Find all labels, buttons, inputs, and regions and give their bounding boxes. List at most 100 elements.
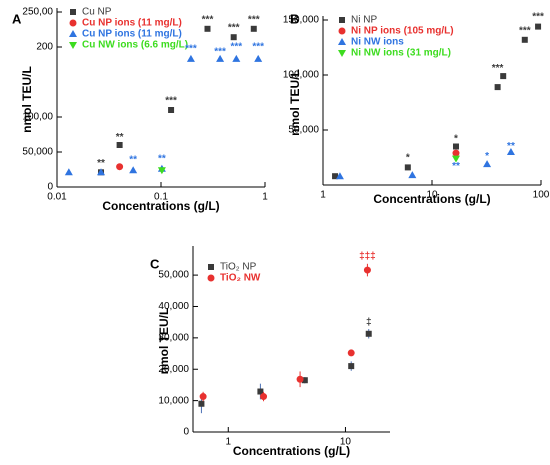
triangle-marker xyxy=(232,54,241,62)
legend-label: Cu NW ions (6.6 mg/L) xyxy=(82,40,188,51)
x-tick-label: 1 xyxy=(262,192,268,203)
panel-label: C xyxy=(150,256,160,271)
square-marker xyxy=(257,388,264,395)
triangle-marker xyxy=(483,160,492,168)
square-marker xyxy=(250,25,257,32)
square-marker xyxy=(494,84,501,91)
square-marker xyxy=(301,377,308,384)
annotation: * xyxy=(485,151,489,162)
square-marker xyxy=(168,107,175,113)
y-tick-label: 30,000 xyxy=(158,333,189,344)
x-axis-title: Concentrations (g/L) xyxy=(373,192,490,206)
y-tick-label: 100,000 xyxy=(283,70,320,81)
circle-marker xyxy=(199,393,207,401)
panel-label: A xyxy=(12,11,22,26)
triangle-marker xyxy=(64,168,73,176)
y-axis-title: nmol TEU/L xyxy=(288,69,302,136)
annotation: *** xyxy=(202,14,214,25)
y-tick-label: 250,00 xyxy=(22,7,53,18)
annotation: ** xyxy=(452,161,460,172)
annotation: *** xyxy=(185,44,197,55)
y-tick-label: 40,000 xyxy=(158,301,189,312)
square-marker xyxy=(332,173,339,180)
annotation: *** xyxy=(230,42,242,53)
y-tick-label: 50,000 xyxy=(22,147,53,158)
square-marker xyxy=(500,73,507,80)
annotation: ** xyxy=(129,154,137,165)
annotation: ** xyxy=(97,158,105,169)
y-tick-label: 50,000 xyxy=(158,270,189,281)
triangle-marker xyxy=(129,166,138,174)
y-tick-label: 20,000 xyxy=(158,364,189,375)
x-tick-label: 100 xyxy=(533,190,550,201)
triangle-marker xyxy=(97,168,106,176)
annotation: ** xyxy=(158,154,166,165)
square-marker xyxy=(365,330,372,337)
x-tick-label: 0.01 xyxy=(47,192,67,203)
circle-marker xyxy=(363,266,371,274)
triangle-marker xyxy=(506,148,515,155)
annotation: ‡‡‡ xyxy=(359,251,376,262)
annotation: ** xyxy=(507,141,515,152)
legend-marker xyxy=(338,27,346,35)
circle-marker xyxy=(347,349,355,357)
annotation: *** xyxy=(532,11,544,22)
legend-marker xyxy=(338,50,346,57)
circle-marker xyxy=(452,149,460,157)
y-axis-title: nmol TEU/L xyxy=(20,66,34,133)
legend-label: Ni NP ions (105 mg/L) xyxy=(351,26,454,37)
legend-label: TiO₂ NW xyxy=(220,273,261,284)
square-marker xyxy=(348,363,355,370)
legend-marker xyxy=(70,9,76,15)
panel-label: B xyxy=(290,11,299,26)
legend-marker xyxy=(69,42,77,49)
x-tick-label: 1 xyxy=(320,190,326,201)
annotation: *** xyxy=(492,63,504,74)
circle-marker xyxy=(296,375,304,383)
square-marker xyxy=(521,36,528,43)
legend-label: Ni NP xyxy=(351,15,377,26)
x-tick-label: 10 xyxy=(426,190,438,201)
annotation: *** xyxy=(519,26,531,37)
legend-marker xyxy=(338,38,346,45)
triangle-marker xyxy=(186,54,195,62)
square-marker xyxy=(230,34,237,41)
legend-marker xyxy=(208,264,214,270)
legend-label: Ni NW ions (31 mg/L) xyxy=(351,48,451,59)
y-tick-label: 200 xyxy=(36,42,53,53)
legend-label: TiO₂ NP xyxy=(220,262,257,273)
y-tick-label: 0 xyxy=(183,427,189,438)
annotation: *** xyxy=(252,42,264,53)
x-axis-title: Concentrations (g/L) xyxy=(102,199,219,213)
legend-marker xyxy=(69,30,77,37)
y-tick-label: 10,000 xyxy=(158,395,189,406)
triangle-marker xyxy=(408,171,417,179)
y-tick-label: 0 xyxy=(47,182,53,193)
annotation: *** xyxy=(248,14,260,25)
y-axis-title: nmol TEU/L xyxy=(157,308,171,375)
square-marker xyxy=(198,400,205,407)
annotation: *** xyxy=(228,23,240,34)
x-tick-label: 0.1 xyxy=(154,192,168,203)
triangle-marker xyxy=(254,54,263,62)
y-tick-label: 50,000 xyxy=(288,125,319,136)
annotation: * xyxy=(406,153,410,164)
legend-label: Cu NP ions (11 mg/L) xyxy=(82,29,182,40)
triangle-down-marker xyxy=(451,155,460,163)
x-tick-label: 10 xyxy=(340,437,352,448)
y-tick-label: 150,000 xyxy=(283,15,320,26)
x-tick-label: 1 xyxy=(225,437,231,448)
triangle-marker xyxy=(335,172,344,180)
annotation: ‡ xyxy=(366,317,372,328)
square-marker xyxy=(204,25,211,32)
legend-label: Cu NP xyxy=(82,7,112,18)
triangle-down-marker xyxy=(157,167,166,175)
annotation: ** xyxy=(116,132,124,143)
square-marker xyxy=(535,23,542,30)
legend-label: Ni NW ions xyxy=(351,37,404,48)
y-tick-label: 100,00 xyxy=(22,112,53,123)
x-axis-title: Concentrations (g/L) xyxy=(233,444,350,458)
square-marker xyxy=(404,164,411,171)
annotation: *** xyxy=(214,47,226,58)
